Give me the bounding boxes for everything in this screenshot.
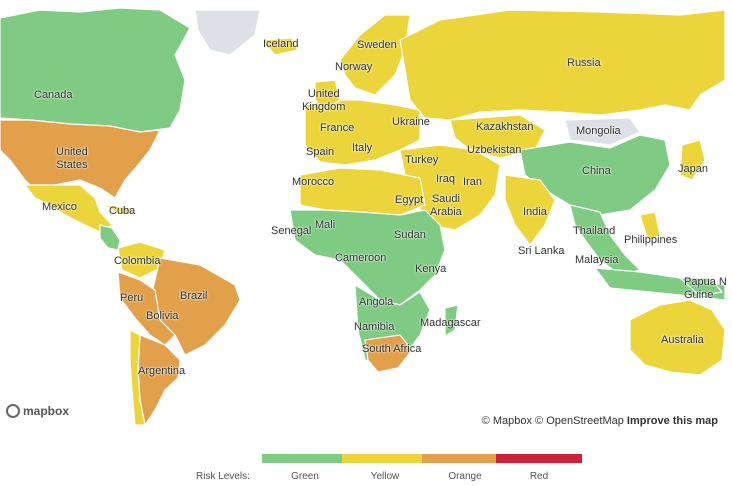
mapbox-logo-text: mapbox [23, 404, 70, 418]
label-turkey: Turkey [405, 154, 439, 166]
label-sri-lanka: Sri Lanka [518, 245, 565, 257]
legend-swatch-yellow [342, 454, 428, 463]
madagascar-region[interactable] [444, 304, 459, 337]
legend-item-red: Red [496, 454, 582, 482]
legend-title: Risk Levels: [196, 471, 250, 482]
label-mali: Mali [315, 219, 336, 231]
peru-bolivia-region[interactable] [117, 271, 176, 346]
map-attribution: © Mapbox © OpenStreetMap Improve this ma… [479, 415, 720, 427]
mapbox-logo-icon [6, 404, 20, 418]
label-mongolia: Mongolia [576, 125, 621, 137]
iceland-region[interactable] [261, 37, 299, 56]
label-papua-new-guinea: Papua N Guine [684, 276, 727, 301]
label-united-kingdom: United Kingdom [302, 88, 346, 113]
label-namibia: Namibia [354, 321, 395, 333]
label-ukraine: Ukraine [392, 116, 430, 128]
philippines-region[interactable] [639, 211, 661, 241]
australia-region[interactable] [629, 299, 726, 376]
kazakhstan-region[interactable] [449, 114, 546, 159]
legend-swatch-orange [422, 454, 508, 463]
greenland-region[interactable] [194, 9, 261, 56]
legend-label-yellow: Yellow [370, 471, 400, 482]
uk-region[interactable] [314, 79, 341, 111]
label-australia: Australia [661, 334, 704, 346]
central-america-region[interactable] [99, 224, 121, 251]
papua-region[interactable] [679, 277, 723, 297]
label-bolivia: Bolivia [146, 310, 179, 322]
label-south-africa: South Africa [362, 343, 422, 355]
label-kenya: Kenya [415, 263, 447, 275]
label-sudan: Sudan [394, 229, 426, 241]
argentina-chile-region[interactable] [137, 334, 181, 426]
russia-region[interactable] [399, 9, 726, 121]
japan-region[interactable] [679, 139, 706, 181]
scandinavia-region[interactable] [339, 14, 411, 96]
osm-copyright-link[interactable]: © OpenStreetMap [535, 415, 624, 427]
label-iraq: Iraq [436, 173, 455, 185]
label-norway: Norway [335, 61, 373, 73]
label-cameroon: Cameroon [335, 252, 387, 264]
label-japan: Japan [678, 163, 708, 175]
west-africa-region[interactable] [289, 209, 446, 306]
label-malaysia: Malaysia [575, 254, 619, 266]
indonesia-region[interactable] [594, 267, 726, 301]
legend-item-yellow: Yellow [342, 454, 428, 482]
improve-map-link[interactable]: Improve this map [626, 415, 718, 427]
label-angola: Angola [359, 296, 394, 308]
label-cuba: Cuba [109, 205, 136, 217]
canada-region[interactable] [0, 7, 191, 133]
label-brazil: Brazil [180, 290, 208, 302]
label-iceland: Iceland [263, 38, 299, 50]
south-africa-region[interactable] [364, 334, 413, 373]
label-india: India [523, 206, 547, 218]
legend-label-green: Green [291, 471, 319, 482]
label-egypt: Egypt [395, 194, 424, 206]
label-china: China [582, 165, 611, 177]
label-italy: Italy [352, 142, 373, 154]
label-morocco: Morocco [292, 176, 335, 188]
united-states-region[interactable] [0, 119, 161, 199]
legend-label-orange: Orange [448, 471, 482, 482]
cuba-region[interactable] [104, 204, 136, 215]
label-mexico: Mexico [42, 201, 77, 213]
label-saudi-arabia: Saudi Arabia [430, 193, 462, 218]
world-map[interactable]: Iceland Sweden Norway Russia Canada Unit… [0, 0, 732, 432]
mapbox-logo[interactable]: mapbox [6, 404, 69, 418]
legend-swatch-red [496, 454, 582, 463]
label-senegal: Senegal [271, 225, 312, 237]
label-canada: Canada [34, 89, 73, 101]
label-peru: Peru [120, 292, 144, 304]
legend-swatch-green [262, 454, 348, 463]
label-colombia: Colombia [114, 255, 161, 267]
chile-strip-region[interactable] [129, 329, 146, 426]
label-united-states: United States [56, 146, 88, 171]
legend-item-orange: Orange [422, 454, 508, 482]
western-europe-region[interactable] [304, 99, 421, 166]
label-kazakhstan: Kazakhstan [476, 121, 534, 133]
north-africa-region[interactable] [299, 167, 426, 216]
risk-legend: Risk Levels: Green Yellow Orange Red [0, 452, 732, 487]
label-argentina: Argentina [138, 365, 186, 377]
mongolia-region[interactable] [564, 117, 641, 146]
label-uzbekistan: Uzbekistan [467, 144, 522, 156]
label-sweden: Sweden [357, 39, 397, 51]
label-russia: Russia [567, 57, 601, 69]
label-iran: Iran [463, 176, 482, 188]
label-france: France [320, 122, 355, 134]
label-madagascar: Madagascar [420, 317, 481, 329]
mapbox-copyright-link[interactable]: © Mapbox [481, 415, 532, 427]
label-spain: Spain [306, 146, 335, 158]
legend-label-red: Red [529, 471, 549, 482]
label-thailand: Thailand [573, 225, 616, 237]
label-philippines: Philippines [624, 234, 678, 246]
india-region[interactable] [504, 174, 556, 246]
legend-item-green: Green [262, 454, 348, 482]
map-canvas[interactable] [0, 0, 732, 432]
